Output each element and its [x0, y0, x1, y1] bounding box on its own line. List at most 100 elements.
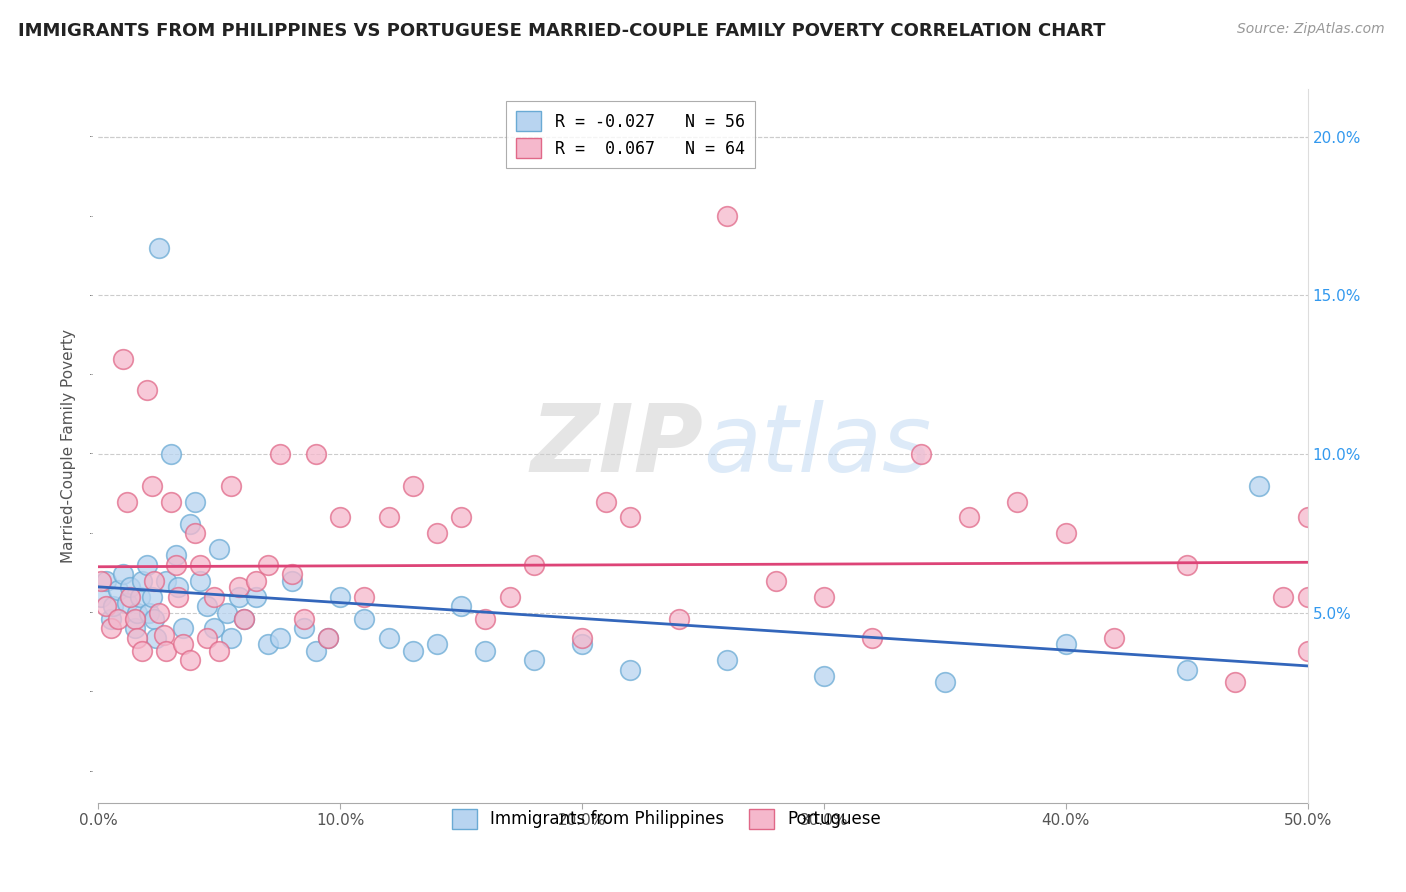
- Point: [668, 612, 690, 626]
- Point: [179, 653, 201, 667]
- Point: [215, 606, 238, 620]
- Point: [100, 621, 122, 635]
- Point: [316, 631, 339, 645]
- Point: [619, 663, 641, 677]
- Point: [204, 590, 226, 604]
- Point: [269, 447, 291, 461]
- Point: [160, 494, 183, 508]
- Point: [1249, 478, 1271, 492]
- Point: [232, 612, 254, 626]
- Point: [155, 574, 177, 588]
- Point: [232, 612, 254, 626]
- Point: [281, 567, 304, 582]
- Point: [148, 606, 170, 620]
- Point: [474, 643, 496, 657]
- Point: [498, 590, 520, 604]
- Point: [94, 599, 117, 614]
- Point: [765, 574, 787, 588]
- Text: atlas: atlas: [703, 401, 931, 491]
- Point: [1054, 526, 1077, 541]
- Point: [124, 612, 146, 626]
- Point: [204, 621, 226, 635]
- Point: [94, 574, 117, 588]
- Point: [221, 478, 243, 492]
- Point: [188, 574, 211, 588]
- Point: [716, 209, 738, 223]
- Point: [245, 590, 267, 604]
- Point: [131, 643, 153, 657]
- Point: [281, 574, 304, 588]
- Point: [474, 612, 496, 626]
- Point: [523, 558, 546, 572]
- Point: [117, 494, 139, 508]
- Point: [1223, 675, 1246, 690]
- Point: [184, 526, 207, 541]
- Point: [305, 447, 328, 461]
- Point: [128, 590, 150, 604]
- Point: [195, 599, 218, 614]
- Point: [256, 558, 278, 572]
- Point: [208, 643, 231, 657]
- Text: Source: ZipAtlas.com: Source: ZipAtlas.com: [1237, 22, 1385, 37]
- Point: [117, 596, 139, 610]
- Point: [813, 669, 835, 683]
- Point: [1296, 510, 1319, 524]
- Point: [127, 606, 149, 620]
- Point: [152, 628, 174, 642]
- Point: [377, 510, 399, 524]
- Point: [245, 574, 267, 588]
- Point: [1175, 558, 1198, 572]
- Point: [1296, 590, 1319, 604]
- Point: [145, 631, 167, 645]
- Point: [426, 637, 449, 651]
- Point: [135, 558, 157, 572]
- Point: [1007, 494, 1029, 508]
- Point: [141, 478, 163, 492]
- Point: [208, 542, 231, 557]
- Point: [292, 612, 315, 626]
- Point: [148, 241, 170, 255]
- Point: [155, 643, 177, 657]
- Text: IMMIGRANTS FROM PHILIPPINES VS PORTUGUESE MARRIED-COUPLE FAMILY POVERTY CORRELAT: IMMIGRANTS FROM PHILIPPINES VS PORTUGUES…: [18, 22, 1105, 40]
- Point: [1102, 631, 1125, 645]
- Point: [172, 621, 194, 635]
- Point: [353, 612, 375, 626]
- Point: [269, 631, 291, 645]
- Point: [716, 653, 738, 667]
- Point: [135, 384, 157, 398]
- Point: [450, 599, 472, 614]
- Point: [179, 516, 201, 531]
- Point: [141, 590, 163, 604]
- Point: [118, 590, 141, 604]
- Text: ZIP: ZIP: [530, 400, 703, 492]
- Point: [353, 590, 375, 604]
- Point: [131, 574, 153, 588]
- Point: [100, 612, 122, 626]
- Point: [426, 526, 449, 541]
- Legend: Immigrants from Philippines, Portuguese: Immigrants from Philippines, Portuguese: [444, 800, 890, 838]
- Point: [1175, 663, 1198, 677]
- Point: [305, 643, 328, 657]
- Point: [1296, 643, 1319, 657]
- Point: [402, 478, 425, 492]
- Point: [101, 599, 124, 614]
- Point: [188, 558, 211, 572]
- Point: [910, 447, 932, 461]
- Point: [167, 580, 190, 594]
- Point: [571, 637, 593, 651]
- Point: [143, 612, 166, 626]
- Point: [402, 643, 425, 657]
- Point: [377, 631, 399, 645]
- Point: [90, 574, 112, 588]
- Point: [221, 631, 243, 645]
- Point: [195, 631, 218, 645]
- Point: [107, 583, 129, 598]
- Point: [1054, 637, 1077, 651]
- Point: [111, 351, 134, 366]
- Point: [90, 590, 112, 604]
- Point: [111, 567, 134, 582]
- Point: [316, 631, 339, 645]
- Point: [107, 612, 129, 626]
- Point: [118, 580, 141, 594]
- Point: [160, 447, 183, 461]
